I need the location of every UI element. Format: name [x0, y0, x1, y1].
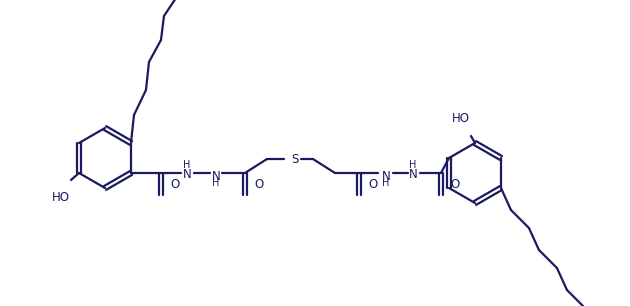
Text: O: O — [450, 177, 459, 191]
Text: O: O — [170, 177, 179, 191]
Text: N: N — [409, 167, 417, 181]
Text: HO: HO — [52, 191, 70, 204]
Text: H: H — [183, 160, 191, 170]
Text: HO: HO — [452, 112, 470, 125]
Text: O: O — [254, 177, 263, 191]
Text: O: O — [368, 177, 377, 191]
Text: N: N — [382, 170, 391, 182]
Text: H: H — [410, 160, 416, 170]
Text: S: S — [291, 152, 299, 166]
Text: H: H — [382, 178, 390, 188]
Text: H: H — [212, 178, 220, 188]
Text: N: N — [183, 167, 192, 181]
Text: N: N — [212, 170, 220, 182]
